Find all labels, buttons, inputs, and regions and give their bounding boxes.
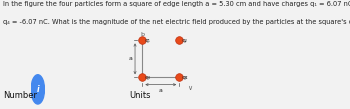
Text: q₁: q₁	[145, 38, 151, 43]
Text: Number: Number	[3, 91, 37, 100]
Text: In the figure the four particles form a square of edge length a = 5.30 cm and ha: In the figure the four particles form a …	[3, 1, 350, 7]
Text: q₄: q₄	[182, 75, 188, 80]
Text: a: a	[159, 88, 163, 93]
Text: q₃: q₃	[145, 75, 151, 80]
Text: Units: Units	[129, 91, 150, 100]
Text: i: i	[36, 85, 39, 94]
Circle shape	[31, 75, 44, 104]
Text: x: x	[184, 75, 187, 80]
Text: q₄ = -6.07 nC. What is the magnitude of the net electric field produced by the p: q₄ = -6.07 nC. What is the magnitude of …	[3, 19, 350, 25]
Text: ∨: ∨	[187, 85, 192, 91]
Text: a: a	[128, 56, 132, 61]
Text: b: b	[140, 32, 145, 37]
Text: q₂: q₂	[182, 38, 188, 43]
